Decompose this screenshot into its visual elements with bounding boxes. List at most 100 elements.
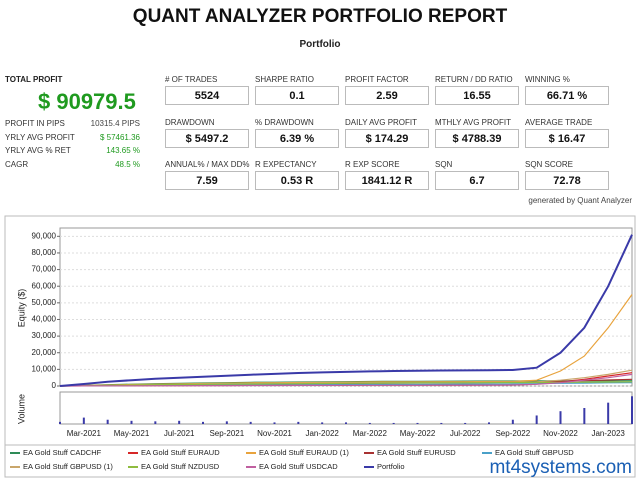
stat-label: % DRAWDOWN	[255, 117, 314, 127]
x-tick-label: May-2021	[114, 429, 150, 438]
series-line	[59, 381, 633, 387]
x-tick-label: Jan-2023	[591, 429, 625, 438]
stat-label: DRAWDOWN	[165, 117, 215, 127]
y-tick-label: 40,000	[32, 315, 57, 324]
volume-bar	[631, 396, 633, 424]
summary-value: 48.5 %	[115, 159, 140, 169]
volume-bar	[345, 422, 347, 424]
x-tick-label: Nov-2022	[543, 429, 578, 438]
legend-label: EA Gold Stuff CADCHF	[23, 448, 102, 457]
volume-bar	[416, 422, 419, 424]
volume-bar	[130, 420, 133, 424]
series-line	[59, 234, 633, 387]
stat-value: 0.53 R	[255, 171, 339, 190]
y-tick-label: 20,000	[32, 348, 57, 357]
y-tick-label: 60,000	[32, 281, 57, 290]
volume-bar	[440, 422, 443, 424]
stat-label: SHARPE RATIO	[255, 75, 314, 84]
legend-label: EA Gold Stuff EURUSD	[377, 448, 456, 457]
summary-label: YRLY AVG % RET	[5, 146, 71, 155]
stat-label: AVERAGE TRADE	[525, 117, 593, 127]
report-title: QUANT ANALYZER PORTFOLIO REPORT	[132, 6, 508, 27]
stat-value: 16.55	[435, 86, 519, 105]
x-tick-label: May-2022	[400, 429, 436, 438]
volume-bar	[297, 421, 300, 424]
stat-value: 1841.12 R	[345, 171, 429, 190]
volume-label: Volume	[16, 394, 26, 424]
volume-bar	[488, 422, 490, 424]
summary-label: PROFIT IN PIPS	[5, 119, 65, 128]
summary-value: 10315.4 PIPS	[90, 119, 140, 128]
stat-label: MTHLY AVG PROFIT	[435, 117, 512, 127]
stat-label: DAILY AVG PROFIT	[345, 117, 418, 127]
volume-bar	[583, 408, 586, 424]
stat-value: $ 174.29	[345, 128, 429, 148]
stat-value: $ 5497.2	[165, 128, 249, 148]
stat-value: $ 4788.39	[435, 128, 519, 148]
y-tick-label: 50,000	[32, 298, 57, 307]
stat-value: 0.1	[255, 86, 339, 105]
volume-bar	[368, 422, 371, 424]
stat-label: WINNING %	[525, 75, 570, 84]
legend-frame	[4, 444, 636, 478]
summary-value: 143.65 %	[106, 146, 140, 155]
legend-label: EA Gold Stuff GBPUSD (1)	[23, 462, 113, 471]
stat-value: 7.59	[165, 171, 249, 190]
stat-label: R EXPECTANCY	[255, 160, 317, 169]
legend-label: EA Gold Stuff EURAUD	[141, 448, 220, 457]
stat-label: PROFIT FACTOR	[345, 75, 409, 84]
y-tick-label: 90,000	[32, 231, 57, 240]
volume-bar	[154, 421, 157, 424]
stat-label: # OF TRADES	[165, 75, 218, 84]
volume-bar	[273, 422, 276, 424]
x-tick-label: Sep-2021	[209, 429, 244, 438]
volume-bar	[321, 422, 324, 424]
stat-value: 72.78	[525, 171, 609, 190]
summary-label: CAGR	[5, 159, 29, 169]
volume-bar	[535, 415, 538, 424]
chart-frame	[4, 215, 636, 446]
stat-label: RETURN / DD RATIO	[435, 75, 513, 84]
y-tick-label: 30,000	[32, 331, 57, 340]
stat-value: 6.7	[435, 171, 519, 190]
stat-label: R EXP SCORE	[345, 160, 400, 169]
x-tick-label: Jul-2021	[164, 429, 195, 438]
legend-label: EA Gold Stuff EURAUD (1)	[259, 448, 349, 457]
legend-label: EA Gold Stuff USDCAD	[259, 462, 338, 471]
legend-label: EA Gold Stuff GBPUSD	[495, 448, 574, 457]
stat-value: $ 16.47	[525, 128, 609, 148]
y-tick-label: 10,000	[32, 364, 57, 373]
summary-label: YRLY AVG PROFIT	[5, 132, 75, 142]
stat-value: 2.59	[345, 86, 429, 105]
summary-value: $ 57461.36	[99, 132, 140, 142]
volume-bar	[249, 421, 252, 424]
volume-bar	[607, 402, 610, 424]
volume-bar	[106, 419, 109, 424]
x-tick-label: Mar-2022	[353, 429, 388, 438]
y-tick-label: 80,000	[32, 248, 57, 257]
x-tick-label: Jan-2022	[305, 429, 339, 438]
total-profit-label: TOTAL PROFIT	[5, 75, 63, 84]
x-tick-label: Nov-2021	[257, 429, 292, 438]
volume-bar	[511, 419, 514, 424]
stat-value: 5524	[165, 86, 249, 105]
watermark: mt4systems.com	[489, 457, 632, 478]
stat-label: SQN	[435, 160, 453, 169]
volume-bar	[464, 422, 467, 424]
stat-label: ANNUAL% / MAX DD%	[165, 160, 250, 169]
y-tick-label: 0	[52, 381, 57, 390]
volume-bar	[559, 411, 562, 424]
volume-bar	[178, 420, 181, 424]
stat-label: SQN SCORE	[525, 160, 574, 169]
volume-bar	[392, 422, 395, 424]
series-line	[59, 373, 633, 387]
y-axis-label: Equity ($)	[16, 289, 26, 328]
y-tick-label: 70,000	[32, 265, 57, 274]
volume-bar	[225, 421, 228, 424]
total-profit-value: $ 90979.5	[38, 89, 136, 114]
volume-bar	[82, 417, 85, 424]
generated-note: generated by Quant Analyzer	[528, 196, 632, 205]
stat-value: 6.39 %	[255, 128, 339, 148]
